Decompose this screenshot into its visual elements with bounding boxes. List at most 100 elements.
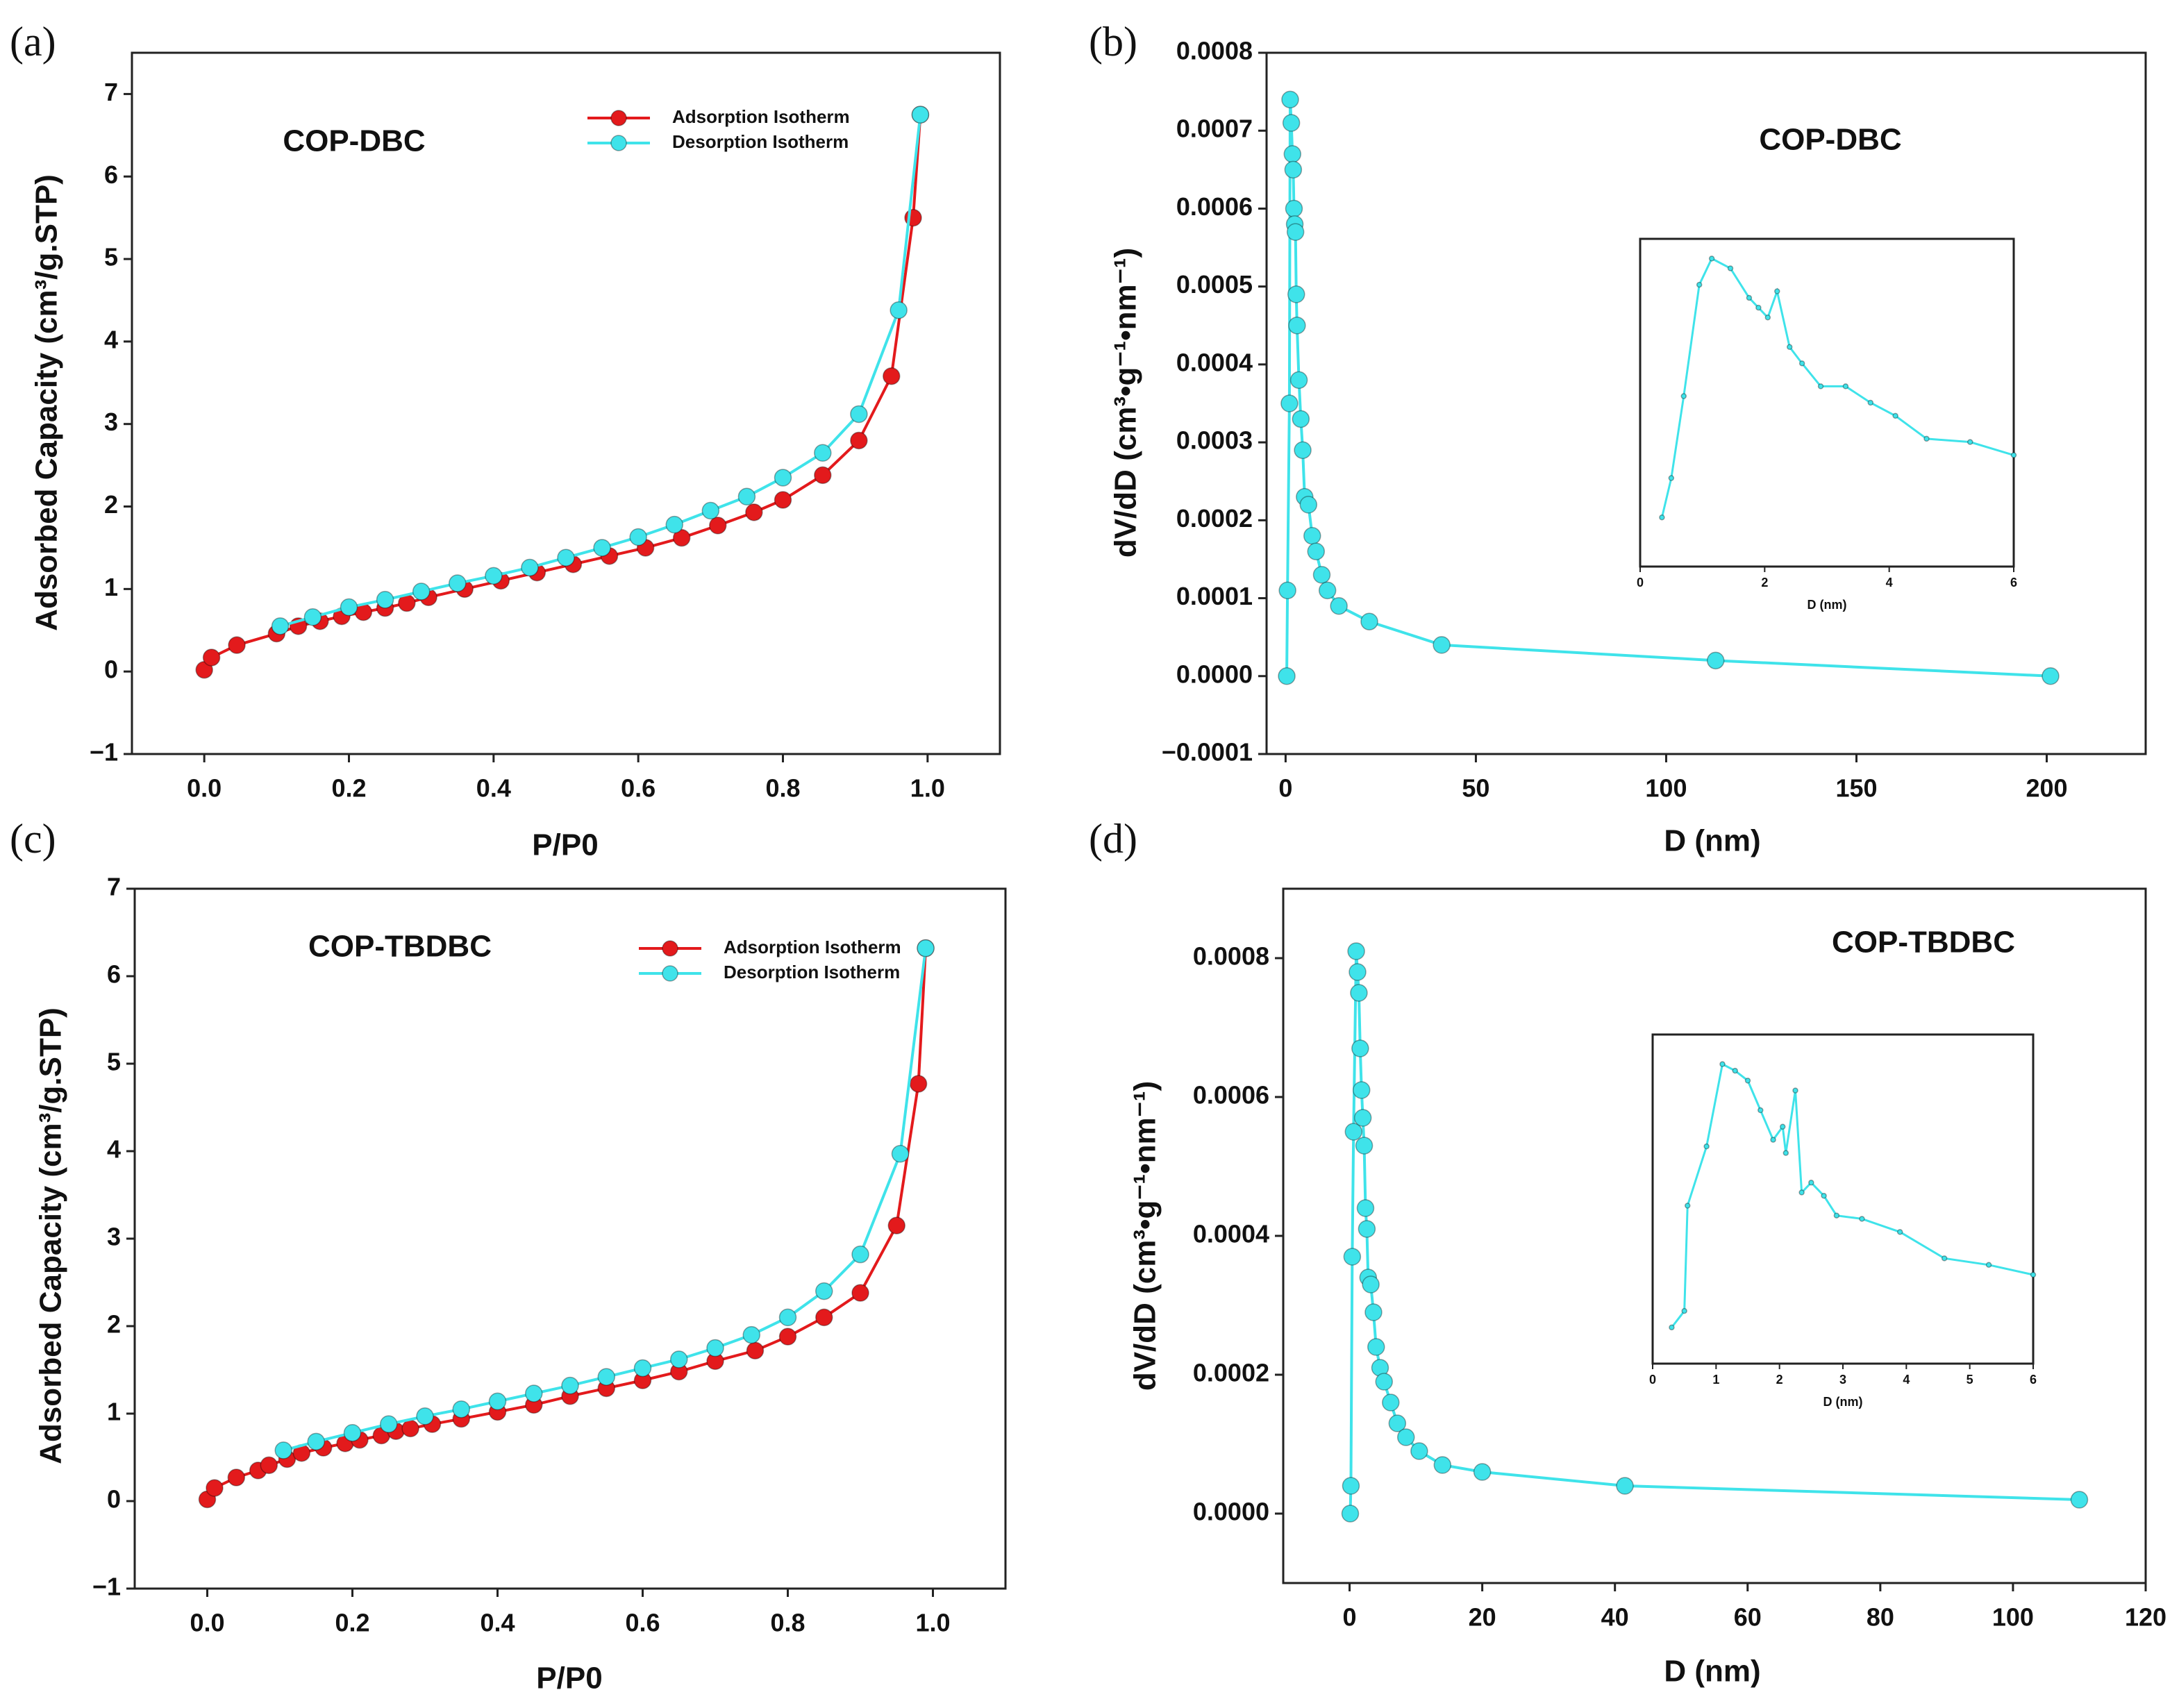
x-tick-label: 0.2 [331,774,366,803]
data-point [1732,1067,1738,1074]
data-point [1669,1324,1675,1331]
data-point [890,301,908,319]
data-point [1341,1505,1360,1523]
data-point [1303,527,1321,545]
data-point [1289,371,1308,390]
data-point [1798,360,1805,367]
data-point [1696,281,1703,288]
data-point [380,1415,398,1433]
x-tick-label: 0.0 [187,774,222,803]
inset-x-axis-label: D (nm) [1823,1395,1863,1409]
data-point [561,1376,579,1395]
data-point [227,1468,246,1487]
data-point [1764,315,1771,321]
data-point [1388,1414,1407,1432]
data-point [376,591,394,609]
y-tick-label: 0.0006 [1193,1081,1269,1110]
data-point [1367,1338,1385,1356]
legend-label: Adsorption Isotherm [724,937,901,957]
data-point [260,1456,278,1475]
data-point [2010,452,2017,458]
data-point [701,501,720,520]
data-point [909,1075,928,1093]
x-tick-label: 60 [1734,1603,1762,1632]
inset-x-tick-label: 1 [1712,1373,1719,1387]
y-axis-label: Adsorbed Capacity (cm³/g.STP) [34,1007,68,1464]
y-tick-label: 0.0001 [1176,582,1253,610]
y-tick-label: 0.0005 [1176,270,1253,299]
data-point [1286,223,1305,241]
data-point [1684,1203,1691,1209]
data-point [1719,1061,1726,1067]
data-point [1758,1107,1764,1114]
panel-label: (a) [10,19,56,65]
x-tick-label: 200 [2026,774,2067,803]
data-point [449,574,467,592]
data-point [774,491,792,509]
data-point [274,1441,292,1459]
data-point [488,1392,507,1411]
y-tick-label: 1 [104,573,118,601]
data-point [1342,1477,1360,1495]
x-tick-label: 0.0 [190,1609,224,1637]
data-point [1783,1150,1789,1156]
data-point [1353,1109,1372,1127]
y-tick-label: 0.0003 [1176,426,1253,455]
y-tick-label: 3 [104,408,118,436]
data-point [1278,581,1296,600]
data-point [1727,265,1734,271]
data-point [1703,1143,1710,1150]
y-tick-label: −0.0001 [1162,738,1253,767]
y-tick-label: 2 [104,490,118,519]
data-point [1350,984,1368,1002]
x-tick-label: 0.4 [480,1609,515,1637]
data-point [1294,441,1312,460]
y-tick-label: 2 [107,1310,121,1339]
y-tick-label: 7 [107,873,121,901]
y-tick-label: 5 [107,1048,121,1076]
data-point [1680,393,1687,399]
data-point [778,1328,797,1346]
y-tick-label: 0.0002 [1193,1359,1269,1387]
y-tick-label: −1 [90,738,118,767]
data-point [1362,1275,1380,1293]
data-point [1821,1193,1827,1199]
data-point [883,367,901,385]
inset-x-axis-label: D (nm) [1808,598,1847,612]
chart-title: COP-TBDBC [308,930,492,964]
data-point [1985,1262,1992,1269]
data-point [228,636,246,654]
inset-frame [1651,1033,2035,1365]
data-point [1774,288,1780,294]
data-point [452,1400,470,1418]
y-tick-label: 0.0000 [1193,1498,1269,1526]
data-point [521,558,539,577]
y-tick-label: 0.0000 [1176,660,1253,688]
data-point [557,549,575,567]
data-point [1292,410,1310,428]
data-point [745,503,763,521]
data-point [1708,256,1715,262]
data-point [891,1145,910,1163]
x-axis-label: P/P0 [532,828,598,862]
legend-marker [662,965,678,982]
data-point [815,1308,833,1327]
y-tick-label: 4 [104,325,118,353]
data-point [1352,1081,1371,1099]
plot-frame [1265,51,2147,755]
data-point [1433,1456,1452,1474]
legend-label: Desorption Isotherm [724,962,900,982]
data-point [851,1284,869,1302]
data-point [1808,1180,1814,1186]
data-point [1280,394,1299,412]
y-tick-label: 0.0007 [1176,115,1253,143]
data-point [746,1341,765,1360]
data-point [1358,1220,1376,1238]
data-point [1896,1229,1903,1235]
inset-x-tick-label: 4 [1903,1373,1910,1387]
y-axis-label: dV/dD (cm³•g⁻¹•nm⁻¹) [1128,1081,1162,1391]
inset-x-tick-label: 2 [1761,576,1768,589]
x-tick-label: 0 [1343,1603,1357,1632]
x-axis-label: D (nm) [1664,824,1760,858]
data-point [1941,1255,1948,1262]
